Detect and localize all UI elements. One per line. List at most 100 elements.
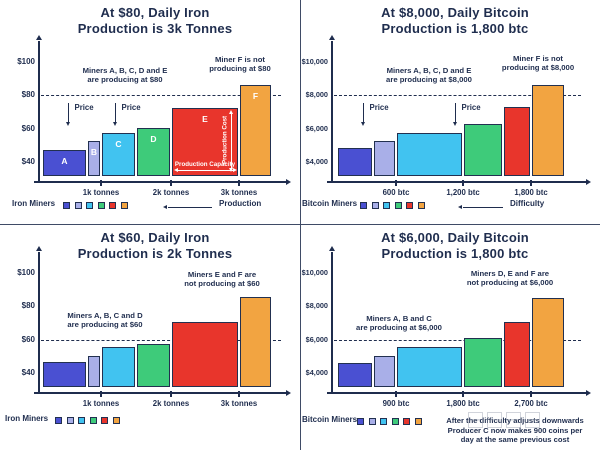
annotation-line: Miners D, E and F are	[470, 269, 550, 278]
legend-swatch-miner-c	[383, 201, 390, 209]
y-axis-label: $40	[21, 157, 35, 166]
bar-miner-d	[464, 338, 502, 387]
chart-title-line: At $80, Daily Iron	[100, 5, 210, 20]
y-axis-arrow-icon	[328, 246, 335, 251]
chart-title: At $6,000, Daily Bitcoin Production is 1,…	[318, 230, 592, 261]
x-axis-arrow-icon	[286, 389, 291, 396]
price-arrow-line	[363, 103, 365, 122]
x-tick-label: 1k tonnes	[82, 188, 120, 197]
annotation-line: Miners A, B, C and D	[67, 311, 143, 320]
watermark	[466, 410, 552, 436]
chart-title-line: Production is 1,800 btc	[381, 245, 529, 261]
annotation-line: Miner F is not	[513, 54, 563, 63]
price-dashed-line	[41, 339, 281, 341]
annotation-2: Miner F is not producing at $8,000	[463, 54, 600, 73]
bar-miner-c	[397, 347, 462, 387]
watermark-glyph	[506, 412, 521, 428]
production-cost-label: Production Cost	[221, 115, 229, 165]
caption-line: day at the same previous cost	[460, 435, 570, 445]
x-axis	[34, 392, 286, 394]
bar-miner-a	[338, 363, 372, 387]
y-axis-label: $10,000	[301, 57, 328, 66]
watermark-glyph	[468, 412, 483, 428]
y-axis-arrow-icon	[35, 246, 42, 251]
y-axis-arrow-icon	[35, 35, 42, 40]
legend-swatch-miner-e	[109, 201, 116, 209]
annotation-line: Miners A, B, C, D and E	[386, 66, 472, 75]
y-axis-label: $100	[17, 268, 35, 277]
chart-title-line: At $60, Daily Iron	[100, 230, 210, 245]
y-axis-label: $80	[21, 301, 35, 311]
legend-label: Iron Miners	[12, 199, 56, 208]
chart-bitcoin-at-8000: At $8,000, Daily Bitcoin Production is 1,…	[300, 0, 600, 225]
y-axis-label: $4,000	[305, 368, 328, 377]
x-tick-label: 900 btc	[382, 399, 410, 408]
x-tick-label: 2k tonnes	[152, 188, 190, 197]
chart-title-line: Production is 1,800 btc	[381, 20, 529, 36]
legend-swatch-miner-e	[101, 416, 108, 424]
bar-miner-d	[464, 123, 502, 176]
y-axis-label: $6,000	[305, 334, 328, 344]
bar-miner-a	[338, 148, 372, 176]
bar-miner-d	[137, 344, 170, 387]
legend-swatch-miner-c	[86, 201, 93, 209]
chart-bitcoin-at-6000: At $6,000, Daily Bitcoin Production is 1,…	[300, 225, 600, 450]
annotation-line: are producing at $80	[87, 74, 163, 84]
x-tick-label: 1,800 btc	[446, 399, 480, 408]
x-axis-tick	[238, 179, 240, 186]
x-axis	[327, 392, 586, 394]
legend-swatch-miner-e	[406, 201, 413, 209]
price-arrow-head-icon	[452, 121, 457, 126]
bar-miner-f	[532, 84, 564, 176]
annotation-line: not producing at $6,000	[466, 277, 554, 287]
chart-iron-at-60: At $60, Daily Iron Production is 2k Tonne…	[0, 225, 300, 450]
legend-label: Bitcoin Miners	[302, 199, 358, 208]
x-axis	[327, 181, 586, 183]
direction-arrow-line	[463, 207, 503, 209]
x-axis-tick	[395, 179, 397, 186]
legend-swatch-miner-b	[66, 416, 74, 424]
legend-swatch-miner-d	[394, 201, 402, 209]
bar-label-e: E	[202, 114, 208, 124]
bar-miner-f	[240, 84, 271, 176]
legend-label: Iron Miners	[5, 414, 49, 423]
y-axis-label: $40	[21, 368, 35, 377]
legend-label: Bitcoin Miners	[302, 415, 358, 424]
production-cost-arrow	[231, 113, 233, 169]
y-axis	[331, 252, 333, 393]
legend-swatch-miner-d	[391, 417, 399, 425]
caption-line: After the difficulty adjusts downwards	[446, 416, 584, 425]
y-axis	[38, 252, 40, 393]
direction-arrow-head-icon	[458, 204, 462, 209]
bar-label-b: B	[90, 147, 98, 158]
annotation-line: Miner F is not	[215, 55, 265, 64]
x-axis-tick	[395, 390, 397, 397]
bar-miner-a	[43, 149, 86, 176]
bar-label-a: A	[61, 155, 68, 166]
legend-swatch-miner-a	[55, 416, 62, 424]
chart-title-line: Production is 3k Tonnes	[77, 20, 233, 36]
bar-miner-f	[240, 297, 271, 387]
x-tick-label: 1,200 btc	[446, 188, 480, 197]
x-tick-label: 1k tonnes	[82, 399, 120, 408]
legend-swatch-miner-b	[74, 201, 82, 209]
price-dashed-line	[41, 95, 281, 97]
y-axis-label: $80	[21, 90, 35, 100]
x-axis-tick	[462, 179, 464, 186]
bar-miner-f	[532, 298, 564, 387]
annotation-line: are producing at $60	[67, 319, 143, 329]
bar-miner-e	[504, 322, 530, 387]
bar-miner-c	[102, 347, 135, 387]
chart-title: At $80, Daily Iron Production is 3k Tonne…	[18, 5, 292, 36]
chart-title-line: At $6,000, Daily Bitcoin	[381, 230, 529, 245]
direction-label: Difficulty	[510, 199, 545, 208]
annotation-2: Miner F is not producing at $80	[165, 55, 315, 74]
legend-swatch-miner-a	[357, 417, 364, 425]
x-axis-tick	[170, 390, 172, 397]
legend-swatch-miner-f	[120, 201, 128, 209]
bar-miner-b	[88, 355, 100, 387]
bar-miner-b	[374, 355, 395, 387]
annotation-line: Miners E and F are	[187, 270, 257, 279]
y-axis-label: $60	[21, 334, 35, 344]
